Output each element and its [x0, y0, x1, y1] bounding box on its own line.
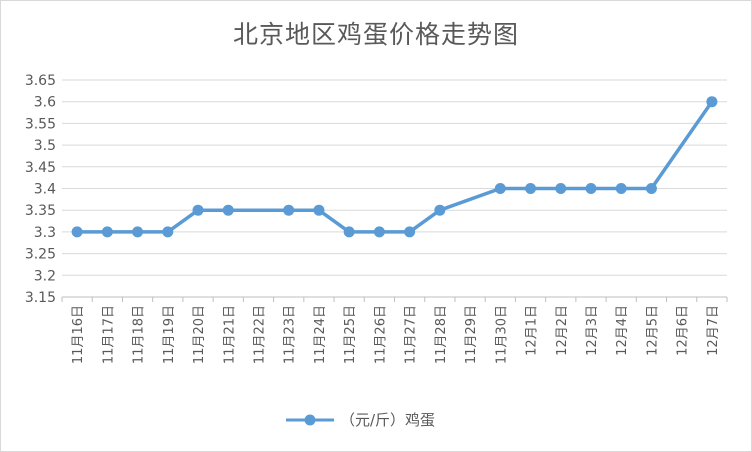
y-tick-label: 3.5: [34, 138, 56, 154]
legend-label: （元/斤）鸡蛋: [340, 411, 435, 429]
gridlines: [62, 79, 727, 276]
x-tick-labels: 11月16日 11月17日 11月18日 11月19日 11月20日 11月21日 11月2…: [71, 305, 721, 364]
series-points: [71, 96, 718, 238]
x-tick-label: 11月24日: [313, 305, 328, 364]
data-point: [71, 226, 83, 238]
x-tick-label: 12月4日: [615, 305, 630, 356]
x-tick-label: 11月19日: [162, 305, 177, 364]
data-point: [132, 226, 144, 238]
y-tick-label: 3.35: [25, 203, 56, 219]
data-point: [525, 183, 537, 194]
x-tick-label: 11月23日: [283, 305, 298, 364]
x-tick-label: 11月18日: [132, 305, 147, 364]
x-tick-label: 11月16日: [71, 305, 86, 364]
x-tick-label: 12月2日: [555, 305, 570, 356]
axes: [61, 296, 728, 302]
data-point: [283, 204, 295, 216]
x-tick-label: 11月30日: [494, 305, 509, 364]
x-tick-label: 11月25日: [343, 305, 358, 364]
data-point: [373, 226, 385, 238]
y-tick-label: 3.65: [25, 73, 56, 89]
x-tick-label: 11月22日: [252, 305, 267, 364]
data-point: [343, 226, 355, 238]
x-tick-label: 11月17日: [101, 305, 116, 364]
data-point: [555, 183, 567, 194]
chart-title: 北京地区鸡蛋价格走势图: [232, 20, 519, 49]
x-tick-label: 11月29日: [464, 305, 479, 364]
data-point: [404, 226, 416, 238]
x-tick-label: 12月7日: [706, 305, 721, 356]
y-tick-label: 3.3: [34, 225, 56, 241]
y-tick-labels: 3.15 3.2 3.25 3.3 3.35 3.4 3.45 3.5 3.55 3.6 3.65: [25, 73, 56, 306]
legend-marker-swatch: [304, 414, 316, 426]
x-tick-label: 12月1日: [525, 305, 540, 356]
data-point: [434, 204, 446, 216]
x-tick-label: 11月28日: [434, 305, 449, 364]
data-point: [192, 204, 204, 216]
y-tick-label: 3.15: [25, 290, 56, 306]
legend: （元/斤）鸡蛋: [286, 411, 435, 429]
y-tick-label: 3.45: [25, 160, 56, 176]
x-tick-label: 11月20日: [192, 305, 207, 364]
y-tick-label: 3.2: [34, 268, 56, 284]
x-tick-label: 11月21日: [222, 305, 237, 364]
data-point: [615, 183, 627, 194]
x-tick-label: 12月6日: [676, 305, 691, 356]
y-tick-label: 3.6: [34, 95, 56, 111]
data-point: [494, 183, 506, 194]
y-tick-label: 3.4: [34, 182, 56, 198]
data-point: [101, 226, 113, 238]
data-point: [585, 183, 597, 194]
y-tick-label: 3.25: [25, 247, 56, 263]
y-tick-label: 3.55: [25, 116, 56, 132]
x-tick-label: 11月27日: [404, 305, 419, 364]
data-point: [313, 204, 325, 216]
x-tick-label: 11月26日: [373, 305, 388, 364]
data-point: [222, 204, 234, 216]
data-point: [645, 183, 657, 194]
x-tick-label: 12月3日: [585, 305, 600, 356]
data-point: [706, 96, 718, 108]
data-point: [162, 226, 174, 238]
x-tick-label: 12月5日: [645, 305, 660, 356]
